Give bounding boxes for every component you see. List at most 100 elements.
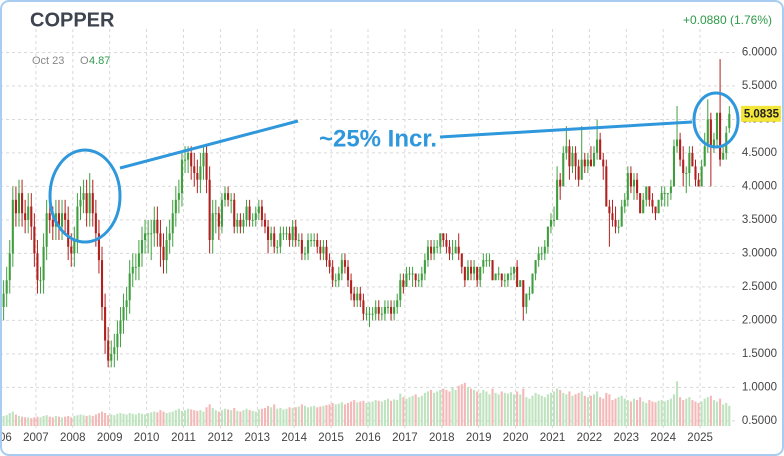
volume-bar: [540, 395, 543, 426]
volume-bar: [414, 394, 417, 426]
trend-line: [119, 119, 299, 170]
candle-body: [519, 280, 522, 287]
volume-bar: [310, 406, 313, 426]
x-tick-label: 2022: [577, 432, 603, 444]
candle-body: [107, 340, 110, 361]
volume-bar: [340, 402, 343, 426]
candle-body: [632, 179, 636, 187]
candle-body: [454, 246, 457, 254]
candle-body: [682, 159, 685, 174]
volume-bar: [719, 398, 722, 426]
volume-bar: [79, 414, 82, 426]
candle-body: [556, 179, 559, 220]
candle-body: [442, 233, 445, 241]
candle-body: [79, 199, 82, 207]
volume-bar: [599, 397, 602, 426]
x-tick-label: 2007: [23, 432, 49, 444]
candle-body: [383, 307, 386, 314]
volume-bar: [488, 394, 491, 426]
volume-bar: [380, 401, 383, 426]
candle-body: [334, 280, 337, 282]
candle-body: [150, 233, 153, 235]
volume-bar: [390, 400, 393, 426]
candle-body: [402, 280, 405, 287]
candle-body: [64, 213, 67, 220]
volume-bar: [300, 404, 303, 426]
volume-bar: [230, 410, 233, 426]
volume-bar: [362, 400, 365, 426]
candle-body: [371, 313, 374, 315]
volume-bar: [122, 413, 125, 426]
volume-bar: [8, 413, 11, 426]
x-tick-label: 2019: [466, 432, 492, 444]
candle-body: [180, 159, 184, 194]
volume-bar: [534, 392, 537, 426]
candle-body: [2, 293, 5, 308]
candle-body: [202, 152, 205, 167]
volume-bar: [513, 394, 516, 426]
candle-body: [568, 146, 571, 167]
volume-bar: [48, 416, 51, 426]
candle-body: [654, 206, 657, 214]
volume-bar: [316, 407, 319, 426]
candle-body: [445, 240, 448, 247]
volume-bar: [116, 413, 119, 426]
candle-body: [337, 273, 340, 281]
candle-body: [642, 199, 645, 214]
volume-bar: [107, 415, 110, 426]
volume-bar: [85, 415, 88, 426]
candle-body: [580, 159, 583, 180]
candle-body: [57, 213, 61, 227]
volume-bar: [531, 395, 534, 426]
x-tick-label: 2025: [687, 432, 713, 444]
candle-body: [451, 253, 454, 255]
candle-body: [100, 260, 104, 308]
volume-bar: [565, 394, 568, 426]
x-tick-label: 2017: [392, 432, 418, 444]
candle-body: [316, 240, 319, 247]
volume-bar: [193, 410, 196, 426]
candle-body: [393, 307, 396, 314]
volume-bar: [239, 411, 242, 426]
annotation: ~25% Incr.: [319, 125, 437, 152]
candle-body: [279, 233, 282, 247]
volume-bar: [276, 408, 279, 426]
volume-bar: [353, 400, 356, 426]
candle-body: [537, 253, 540, 261]
volume-bar: [70, 417, 73, 426]
volume-bar: [611, 400, 614, 426]
y-tick-label: 4.5000: [742, 147, 777, 159]
highlight-ellipse: [692, 91, 740, 149]
candle-body: [168, 233, 171, 241]
volume-bar: [91, 415, 94, 426]
price-change: +0.0880 (1.76%): [683, 13, 772, 27]
volume-bar: [356, 402, 359, 426]
volume-bar: [273, 404, 276, 426]
candle-body: [239, 219, 242, 227]
volume-bar: [408, 397, 411, 426]
volume-bar: [411, 395, 414, 426]
volume-bar: [454, 390, 457, 426]
y-tick-label: 2.5000: [742, 281, 777, 293]
candle-body: [525, 293, 528, 308]
x-tick-label: 2012: [208, 432, 234, 444]
candle-body: [528, 293, 531, 295]
candle-body: [491, 260, 494, 281]
volume-bar: [691, 400, 694, 426]
candle-body: [353, 293, 356, 301]
candle-body: [94, 213, 97, 234]
volume-bar: [433, 392, 436, 426]
candle-body: [614, 219, 617, 227]
volume-bar: [245, 408, 248, 426]
candle-body: [17, 193, 21, 214]
volume-bar: [162, 411, 165, 426]
candle-body: [390, 307, 393, 314]
volume-bar: [556, 388, 559, 426]
y-tick-label: 1.0000: [742, 381, 777, 393]
candle-body: [196, 173, 199, 180]
candle-body: [73, 240, 76, 254]
candle-body: [623, 199, 626, 207]
candle-body: [516, 266, 519, 287]
candle-body: [51, 219, 54, 227]
